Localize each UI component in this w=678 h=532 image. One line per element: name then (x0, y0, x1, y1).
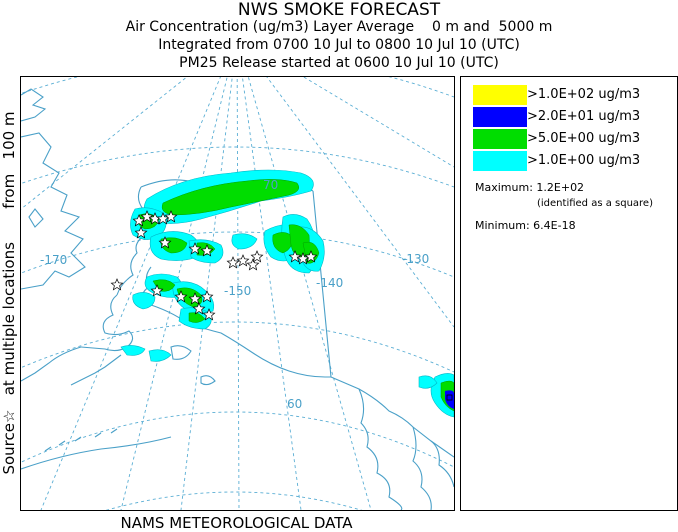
map-panel: -170 -150 -140 -130 70 60 (20, 76, 455, 511)
legend-swatch-cyan (473, 151, 527, 171)
graticule (21, 77, 454, 510)
lon-label-170: -170 (40, 253, 67, 267)
title-line-2: Air Concentration (ug/m3) Layer Average … (125, 19, 553, 35)
legend-panel: >1.0E+02 ug/m3 >2.0E+01 ug/m3 >5.0E+00 u… (460, 76, 678, 511)
legend-swatch-green (473, 129, 527, 149)
fire-sources (110, 210, 318, 321)
lat-label-70: 70 (263, 178, 278, 192)
title-line-3: Integrated from 0700 10 Jul to 0800 10 J… (158, 37, 520, 53)
legend-swatch-blue (473, 107, 527, 127)
legend-label-2: >2.0E+01 ug/m3 (527, 109, 641, 124)
title-line-4: PM25 Release started at 0600 10 Jul 10 (… (179, 55, 499, 71)
legend-minimum: Minimum: 6.4E-18 (475, 219, 576, 232)
lat-label-60: 60 (287, 397, 302, 411)
legend-label-3: >5.0E+00 ug/m3 (527, 131, 641, 146)
legend-label-4: >1.0E+00 ug/m3 (527, 153, 641, 168)
lon-label-130: -130 (402, 252, 429, 266)
legend-label-1: >1.0E+02 ug/m3 (527, 87, 641, 102)
footer-label: NAMS METEOROLOGICAL DATA (120, 514, 353, 532)
map-canvas: -170 -150 -140 -130 70 60 (21, 77, 454, 510)
maximum-square (446, 394, 453, 401)
legend-swatch-yellow (473, 85, 527, 105)
title-line-1: NWS SMOKE FORECAST (237, 0, 441, 20)
legend-maximum: Maximum: 1.2E+02 (475, 181, 585, 194)
legend-maximum-note: (identified as a square) (537, 198, 653, 209)
source-label: Source☆ at multiple locations from 100 m (0, 111, 18, 475)
lon-label-150: -150 (224, 284, 251, 298)
lon-label-140: -140 (316, 276, 343, 290)
